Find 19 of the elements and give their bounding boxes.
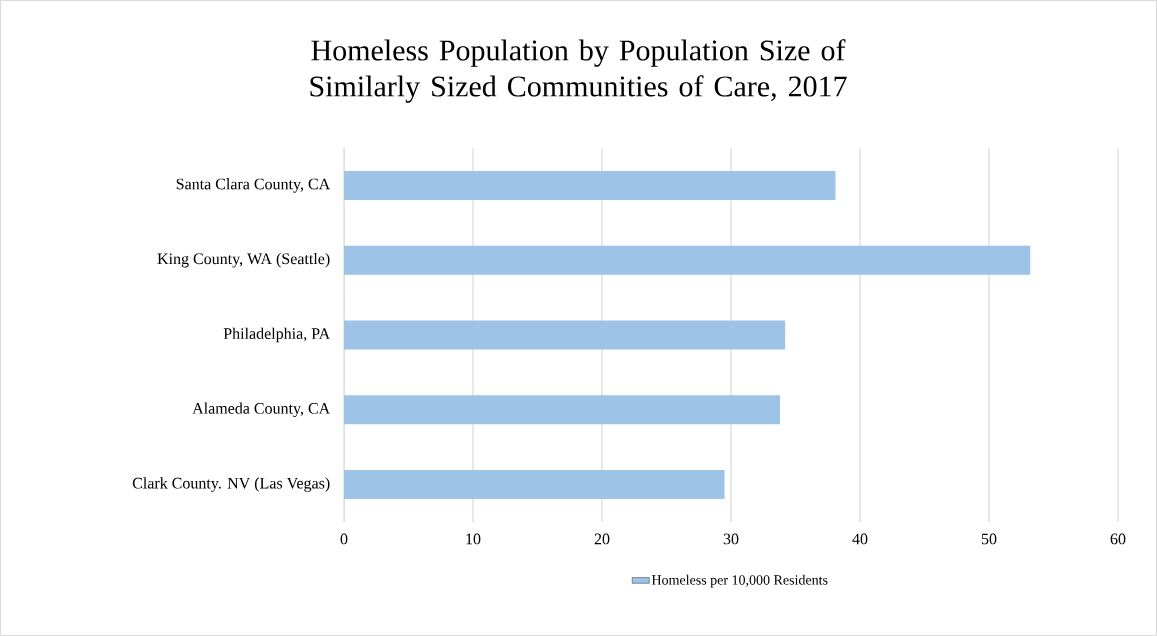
bar [344,320,786,350]
y-tick-label: Clark County. NV (Las Vegas) [132,477,330,492]
x-tick-label: 0 [340,533,348,545]
y-tick-label: Philadelphia, PA [223,327,331,343]
y-tick-label: Alameda County, CA [192,402,331,418]
legend-label: Homeless per 10,000 Residents [651,574,828,588]
x-tick-label: 50 [981,533,997,545]
chart-title: Homeless Population by Population Size of Similarly Sized Communities of Care, 2017 [310,39,847,103]
x-tick-label: 20 [594,533,610,545]
bar [344,470,725,500]
x-tick-label: 10 [466,533,481,545]
x-tick-label: 60 [1110,533,1126,545]
bar [344,170,836,200]
bar [344,245,1031,275]
bar [344,395,781,425]
y-tick-label: Santa Clara County, CA [176,178,331,193]
x-tick-label: 30 [723,533,739,545]
y-tick-label: King County, WA (Seattle) [157,252,330,268]
x-tick-label: 40 [852,533,868,545]
